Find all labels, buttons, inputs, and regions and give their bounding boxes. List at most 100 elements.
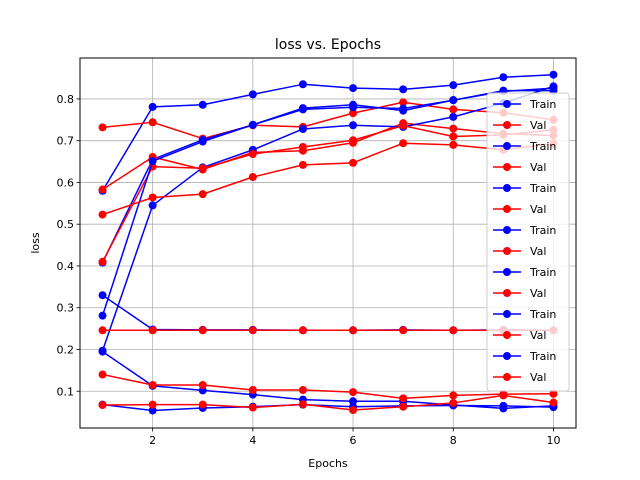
data-point — [449, 105, 458, 114]
legend-item-val: Val — [493, 371, 546, 384]
data-point — [399, 139, 408, 148]
legend-marker — [503, 268, 511, 276]
data-point — [349, 109, 358, 118]
legend-item-val: Val — [493, 161, 546, 174]
data-point — [198, 100, 207, 109]
data-point — [148, 326, 157, 335]
data-point — [248, 326, 257, 335]
series-line — [101, 85, 554, 351]
legend-label: Val — [530, 119, 546, 132]
data-point — [98, 123, 107, 132]
data-point — [98, 347, 107, 356]
legend-marker — [503, 142, 511, 150]
x-tick-label: 2 — [149, 434, 156, 447]
data-point — [298, 385, 307, 394]
data-point — [148, 380, 157, 389]
series-lines — [98, 70, 558, 415]
data-point — [549, 398, 558, 407]
data-point — [499, 73, 508, 82]
series-line — [102, 294, 554, 332]
data-point — [449, 81, 458, 90]
series-line — [102, 101, 554, 140]
data-point — [349, 121, 358, 130]
data-point — [148, 157, 157, 166]
series-line — [101, 89, 554, 316]
data-point — [148, 118, 157, 127]
data-point — [248, 385, 257, 394]
series-val-11 — [98, 370, 558, 403]
data-point — [248, 173, 257, 182]
data-point — [98, 210, 107, 219]
y-tick-label: 0.5 — [57, 218, 75, 231]
data-point — [399, 121, 408, 130]
data-point — [98, 401, 107, 410]
data-point — [549, 70, 558, 79]
series-line — [101, 87, 554, 263]
series-line — [102, 403, 554, 412]
data-point — [399, 326, 408, 335]
data-point — [349, 158, 358, 167]
legend-label: Train — [529, 182, 556, 195]
x-tick-label: 8 — [450, 434, 457, 447]
data-point — [198, 380, 207, 389]
legend-item-val: Val — [493, 329, 546, 342]
data-point — [349, 388, 358, 397]
legend-label: Val — [530, 329, 546, 342]
data-point — [399, 98, 408, 107]
chart-title: loss vs. Epochs — [275, 37, 381, 53]
data-point — [298, 142, 307, 151]
y-tick-label: 0.1 — [57, 385, 75, 398]
data-point — [449, 398, 458, 407]
legend-item-train: Train — [493, 224, 556, 237]
data-point — [399, 85, 408, 94]
data-point — [98, 257, 107, 266]
legend-marker — [503, 100, 511, 108]
legend-box — [486, 92, 570, 392]
legend: Train Val Train Val Train Val Train Val Train Val… — [486, 92, 570, 392]
legend-label: Train — [529, 266, 556, 279]
data-point — [198, 400, 207, 409]
legend-item-train: Train — [493, 266, 556, 279]
series-line — [101, 73, 554, 192]
y-tick-label: 0.7 — [57, 135, 75, 148]
legend-label: Train — [529, 140, 556, 153]
legend-label: Train — [529, 350, 556, 363]
data-point — [449, 132, 458, 141]
data-point — [349, 136, 358, 145]
data-point — [298, 105, 307, 114]
y-tick-label: 0.3 — [57, 302, 75, 315]
legend-item-val: Val — [493, 119, 546, 132]
legend-label: Train — [529, 308, 556, 321]
data-point — [449, 112, 458, 121]
data-point — [98, 370, 107, 379]
data-point — [549, 389, 558, 398]
data-point — [349, 103, 358, 112]
data-point — [248, 403, 257, 412]
data-point — [298, 80, 307, 89]
y-tick-label: 0.6 — [57, 176, 75, 189]
data-point — [399, 394, 408, 403]
data-point — [449, 96, 458, 105]
data-point — [98, 291, 107, 300]
data-point — [198, 190, 207, 199]
legend-item-train: Train — [493, 182, 556, 195]
data-point — [298, 326, 307, 335]
data-point — [399, 402, 408, 411]
legend-marker — [503, 163, 511, 171]
legend-label: Val — [530, 245, 546, 258]
legend-label: Train — [529, 98, 556, 111]
data-point — [248, 120, 257, 129]
series-line — [101, 124, 554, 263]
legend-label: Val — [530, 203, 546, 216]
data-point — [248, 90, 257, 99]
data-point — [298, 400, 307, 409]
legend-marker — [503, 331, 511, 339]
data-point — [98, 326, 107, 335]
legend-marker — [503, 205, 511, 213]
legend-marker — [503, 226, 511, 234]
legend-marker — [503, 373, 511, 381]
x-tick-label: 10 — [546, 434, 560, 447]
legend-item-train: Train — [493, 140, 556, 153]
data-point — [98, 311, 107, 320]
